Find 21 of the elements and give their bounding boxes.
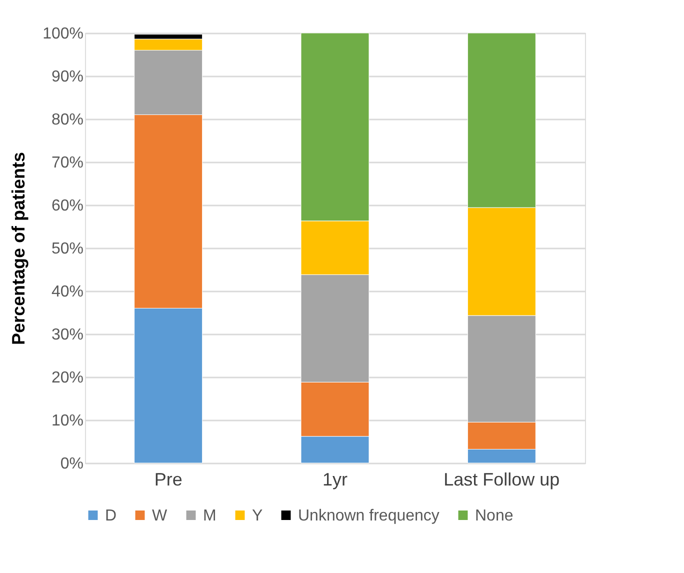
x-tick-label: Pre: [154, 470, 182, 490]
legend-label: None: [475, 507, 514, 524]
y-tick-label: 80%: [51, 112, 84, 128]
y-tick-label: 20%: [51, 370, 84, 386]
y-tick-label: 100%: [42, 26, 84, 42]
y-tick-label: 60%: [51, 198, 84, 214]
x-tick-label: Last Follow up: [444, 470, 560, 490]
x-tick-label: 1yr: [322, 470, 348, 490]
y-axis-title: Percentage of patients: [8, 152, 29, 346]
legend-label: M: [203, 507, 216, 524]
legend-label: D: [105, 507, 117, 524]
legend-label: W: [152, 507, 168, 524]
y-tick-label: 0%: [60, 456, 84, 472]
legend-label: Unknown frequency: [298, 507, 440, 524]
y-tick-label: 90%: [51, 68, 84, 86]
y-tick-label: 70%: [51, 154, 84, 172]
y-tick-label: 10%: [51, 412, 84, 430]
y-tick-label: 50%: [51, 240, 84, 258]
legend-label: Y: [252, 507, 263, 524]
y-tick-label: 30%: [51, 326, 84, 344]
y-tick-label: 40%: [51, 284, 84, 300]
